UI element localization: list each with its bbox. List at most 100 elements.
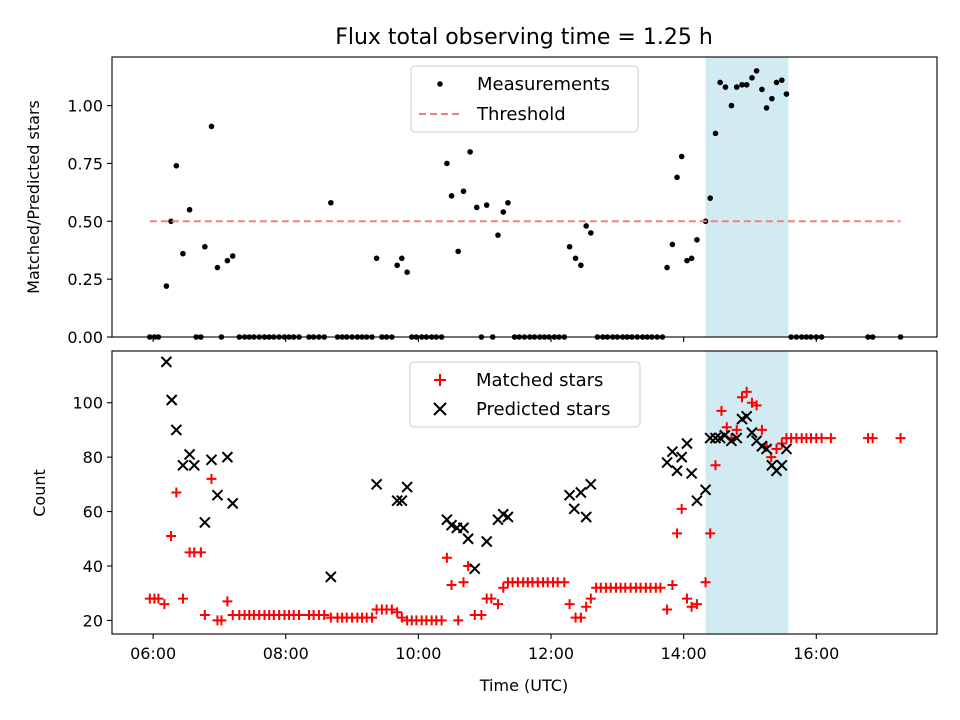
y-tick-label: 20: [83, 611, 103, 630]
measurement-point: [583, 223, 589, 229]
predicted-star-point: [370, 478, 383, 491]
predicted-star-point: [740, 410, 753, 423]
measurement-point: [728, 102, 735, 109]
predicted-star-point: [325, 571, 337, 583]
matched-star-point: [721, 422, 732, 433]
matched-star-point: [492, 599, 503, 610]
measurement-point: [753, 68, 760, 74]
y-tick-label: 0.25: [67, 270, 103, 289]
predicted-star-point: [780, 443, 793, 455]
predicted-star-point: [480, 535, 493, 548]
predicted-star-point: [671, 465, 683, 477]
measurement-point: [688, 255, 695, 262]
top-legend: Measurements Threshold: [410, 65, 639, 133]
matched-star-point: [756, 424, 767, 435]
predicted-star-point: [396, 494, 408, 507]
x-tick-label: 12:00: [528, 644, 574, 663]
matched-star-point: [559, 577, 570, 588]
top-panel-ylabel: Matched/Predicted stars: [24, 100, 43, 294]
matched-star-point: [392, 607, 403, 618]
matched-legend-label: Matched stars: [476, 370, 603, 391]
measurement-point: [202, 243, 208, 250]
predicted-star-point: [776, 459, 788, 471]
predicted-star-point: [183, 448, 196, 461]
predicted-star-point: [462, 533, 474, 545]
measurement-point: [208, 123, 215, 130]
matched-star-point: [676, 503, 687, 514]
measurement-point: [467, 149, 473, 155]
measurement-point: [483, 202, 490, 208]
measurement-point: [168, 218, 174, 225]
matched-star-point: [441, 552, 452, 563]
x-tick-label: 14:00: [661, 644, 707, 663]
y-tick-label: 0.75: [67, 154, 103, 173]
measurement-point: [224, 257, 231, 264]
predicted-legend-marker: [433, 402, 447, 416]
matched-star-point: [816, 433, 827, 444]
measurement-point: [505, 199, 511, 206]
measurement-point: [669, 241, 676, 248]
matched-star-point: [206, 473, 217, 484]
x-tick-label: 06:00: [130, 644, 176, 663]
x-tick-label: 10:00: [395, 644, 441, 663]
matched-star-point: [177, 593, 188, 604]
bottom-panel-ticks: 20 40 60 80 100 06:00 08:00 10:00 12:00 14:00 16:0…: [72, 394, 839, 663]
matched-star-point: [691, 599, 702, 610]
matched-star-point: [159, 599, 170, 610]
measurement-point: [749, 75, 755, 81]
top-panel: 0.00 0.25 0.50 0.75 1.00 Matched/Predicted s…: [24, 56, 938, 347]
measurement-point: [180, 250, 186, 257]
measurement-point: [500, 209, 507, 215]
predicted-star-point: [746, 426, 758, 439]
matched-star-point: [498, 582, 509, 593]
matched-star-point: [564, 599, 575, 610]
matched-star-point: [575, 612, 586, 623]
predicted-star-point: [211, 489, 224, 501]
predicted-star-point: [165, 394, 178, 406]
predicted-star-point: [760, 443, 773, 455]
predicted-star-point: [199, 516, 211, 529]
y-tick-label: 60: [83, 503, 103, 522]
measurement-point: [448, 193, 455, 199]
matched-star-point: [716, 405, 727, 416]
measurement-point: [684, 257, 690, 264]
predicted-star-point: [469, 562, 481, 575]
matched-star-point: [686, 601, 697, 612]
predicted-star-point: [731, 432, 743, 444]
predicted-star-point: [661, 456, 673, 469]
matched-star-point: [667, 580, 678, 591]
threshold-legend-label: Threshold: [476, 104, 566, 125]
matched-star-point: [386, 604, 397, 615]
measurement-point: [588, 230, 594, 236]
measurement-point: [733, 84, 740, 90]
predicted-star-point: [170, 424, 183, 436]
predicted-star-point: [177, 459, 189, 471]
matched-star-point: [166, 531, 177, 542]
x-axis-label: Time (UTC): [479, 676, 568, 695]
measurement-point: [495, 232, 501, 238]
predicted-star-point: [681, 437, 693, 450]
matched-star-point: [294, 609, 305, 620]
measurement-point: [743, 81, 750, 88]
matched-star-point: [486, 593, 497, 604]
predicted-star-point: [685, 467, 698, 480]
predicted-star-point: [691, 494, 703, 507]
measurement-point: [783, 91, 790, 97]
matched-legend-marker: [434, 374, 446, 386]
matched-star-point: [776, 438, 787, 449]
measurement-point: [572, 255, 579, 262]
y-tick-label: 0.50: [67, 212, 103, 231]
y-tick-label: 0.00: [67, 328, 103, 347]
measurement-point: [664, 264, 670, 271]
predicted-star-point: [160, 356, 173, 368]
matched-star-point: [199, 609, 210, 620]
predicted-star-point: [580, 511, 592, 523]
predicted-star-point: [205, 454, 218, 466]
matched-star-point: [171, 487, 182, 498]
measurement-point: [399, 255, 405, 262]
bottom-panel: 20 40 60 80 100 06:00 08:00 10:00 12:00 14:00 16:0…: [30, 350, 938, 663]
measurement-point: [214, 264, 221, 271]
predicted-star-point: [675, 451, 688, 463]
measurements-legend-label: Measurements: [477, 74, 610, 95]
